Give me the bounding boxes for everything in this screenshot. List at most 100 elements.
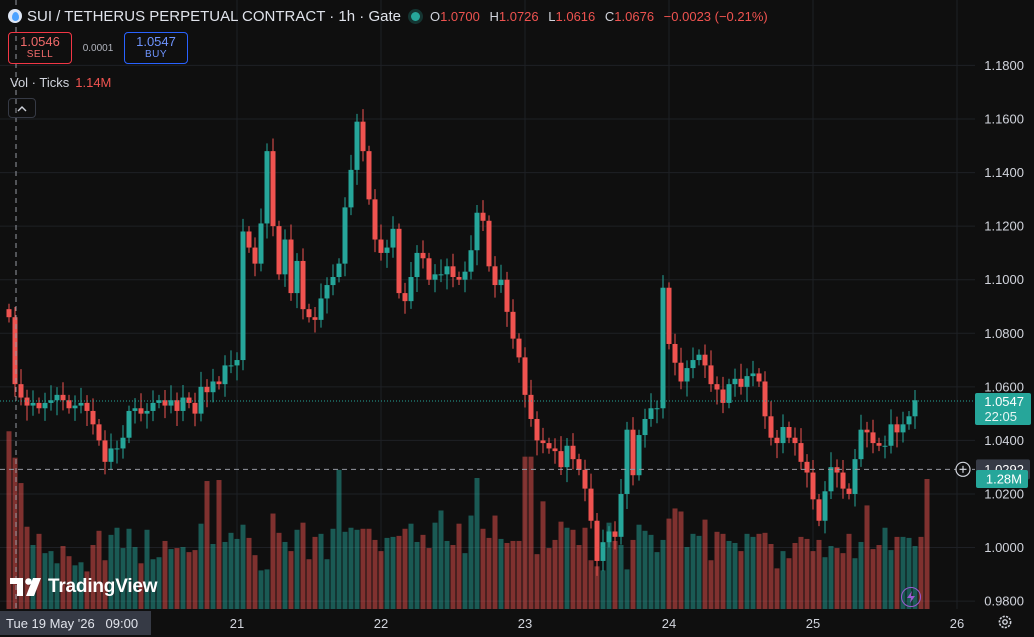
volume-bar	[642, 530, 648, 609]
high-label: H	[489, 8, 499, 24]
candle	[66, 400, 72, 409]
volume-bar	[360, 528, 366, 609]
volume-badge-bg	[976, 470, 1028, 488]
candle	[684, 368, 690, 382]
sell-button[interactable]: 1.0546 SELL	[8, 32, 72, 64]
candle	[516, 338, 522, 358]
volume-legend-label: Vol · Ticks	[10, 75, 70, 90]
candle	[762, 381, 768, 417]
candle	[792, 437, 798, 444]
candle	[210, 381, 216, 393]
candle	[264, 151, 270, 224]
alert-button[interactable]	[901, 587, 921, 607]
candle	[306, 309, 312, 318]
gear-icon[interactable]	[996, 613, 1014, 631]
candle	[708, 365, 714, 385]
volume-bar	[78, 562, 84, 609]
candle	[612, 531, 618, 537]
volume-bar	[456, 523, 462, 609]
volume-bar	[792, 542, 798, 609]
countdown-label: 22:05	[984, 409, 1017, 424]
volume-bar	[258, 570, 264, 609]
volume-bar	[660, 539, 666, 609]
candle	[726, 384, 732, 403]
volume-bar	[24, 526, 30, 609]
candle	[78, 402, 84, 406]
volume-bar	[6, 431, 12, 609]
candle	[60, 394, 66, 401]
lightning-icon	[907, 591, 915, 603]
candle	[816, 499, 822, 521]
sell-label: SELL	[26, 49, 54, 60]
volume-bar	[846, 533, 852, 609]
volume-bar	[810, 551, 816, 609]
volume-bar	[618, 545, 624, 609]
candle	[42, 402, 48, 409]
candle	[462, 271, 468, 280]
price-tick-label: 1.0400	[984, 433, 1024, 448]
collapse-legend-button[interactable]	[8, 98, 36, 118]
candle	[456, 277, 462, 280]
volume-bar	[210, 544, 216, 609]
candle	[396, 228, 402, 294]
symbol-title[interactable]: SUI / TETHERUS PERPETUAL CONTRACT · 1h ·…	[27, 7, 401, 25]
market-status-icon[interactable]	[410, 11, 420, 21]
grid-lines	[0, 0, 975, 609]
volume-bar	[540, 501, 546, 609]
volume-bar	[534, 554, 540, 609]
volume-bar	[786, 558, 792, 609]
candle	[570, 445, 576, 460]
candle	[156, 400, 162, 403]
candle	[348, 169, 354, 208]
volume-bar	[174, 548, 180, 609]
volume-bar	[528, 456, 534, 609]
buy-button[interactable]: 1.0547 BUY	[124, 32, 188, 64]
volume-bar	[402, 528, 408, 609]
volume-bar	[594, 566, 600, 609]
volume-bar	[546, 548, 552, 609]
candle	[444, 266, 450, 275]
time-tick-label: 26	[950, 616, 964, 631]
volume-bar	[510, 540, 516, 609]
last-price-label: 1.0547	[984, 394, 1024, 409]
candle	[738, 378, 744, 387]
candle	[90, 410, 96, 425]
candle	[414, 252, 420, 278]
tradingview-logo[interactable]: TradingView	[10, 576, 158, 598]
volume-bar	[462, 553, 468, 609]
candle	[450, 266, 456, 278]
candle	[606, 531, 612, 543]
candle	[744, 376, 750, 387]
volume-bar	[432, 522, 438, 609]
volume-bar	[108, 534, 114, 609]
volume-bar	[516, 540, 522, 609]
candle	[222, 365, 228, 385]
candle	[846, 488, 852, 494]
chevron-up-icon	[17, 105, 27, 111]
candle	[552, 448, 558, 452]
volume-bar	[246, 537, 252, 609]
candle	[906, 416, 912, 425]
volume-bar	[114, 527, 120, 609]
volume-bar	[828, 546, 834, 609]
plus-circle-icon[interactable]	[955, 461, 971, 477]
volume-bar	[450, 545, 456, 609]
open-label: O	[429, 8, 441, 24]
volume-bars	[6, 431, 930, 609]
candle	[480, 212, 486, 221]
price-tick-label: 1.0600	[984, 379, 1024, 394]
candle	[300, 260, 306, 310]
low-value: 1.0616	[555, 8, 596, 24]
volume-bar	[888, 550, 894, 609]
volume-bar	[252, 555, 258, 609]
volume-bar	[558, 521, 564, 609]
volume-legend[interactable]: Vol · Ticks 1.14M	[10, 75, 111, 90]
volume-bar	[156, 557, 162, 609]
volume-bar	[822, 557, 828, 609]
volume-bar	[738, 551, 744, 609]
candle	[642, 418, 648, 436]
candle	[342, 207, 348, 264]
time-tick-label: 22	[374, 616, 388, 631]
